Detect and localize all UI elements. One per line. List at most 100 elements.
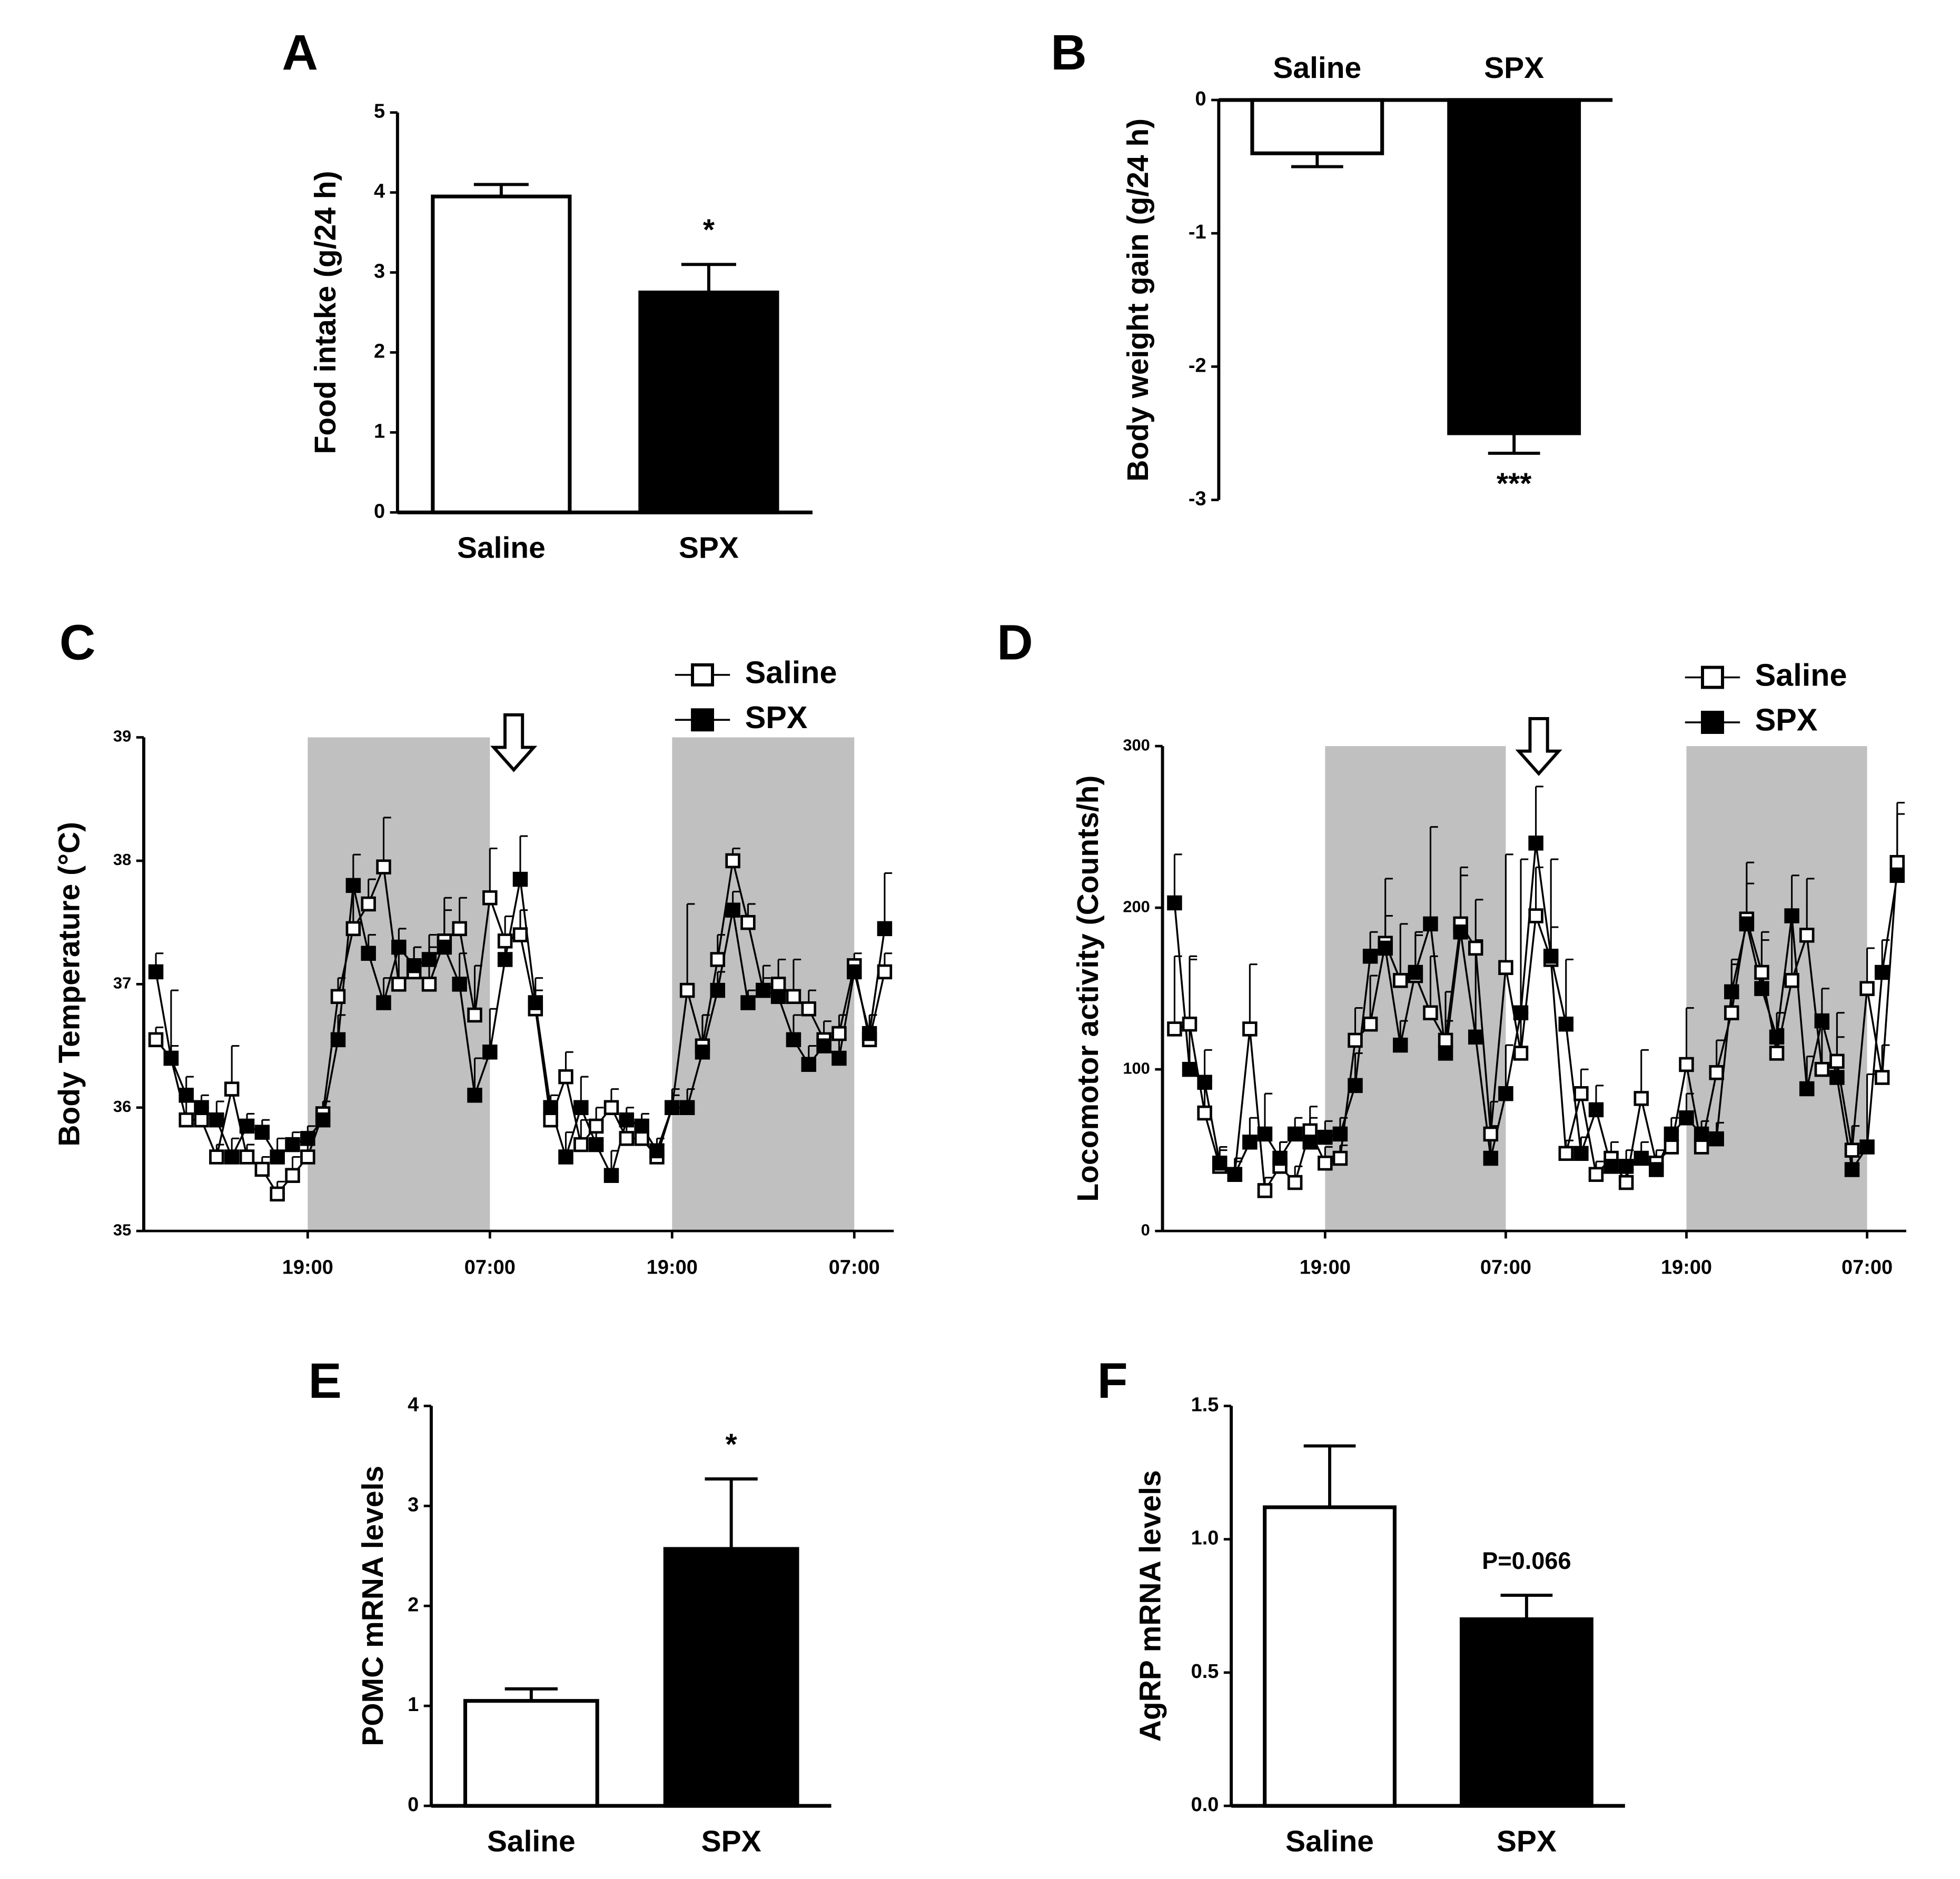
x-tick-label: 07:00 <box>829 1256 880 1278</box>
marker <box>1874 1070 1890 1085</box>
marker <box>361 896 376 912</box>
marker <box>1634 1091 1649 1106</box>
marker <box>1724 984 1739 1000</box>
bar <box>431 194 572 514</box>
marker <box>163 1050 179 1066</box>
marker <box>1182 1061 1197 1077</box>
marker <box>391 939 407 955</box>
y-tick-label: 1 <box>374 420 385 442</box>
marker <box>1287 1175 1303 1190</box>
y-axis-label: POMC mRNA levels <box>356 1466 390 1746</box>
legend-label: SPX <box>745 700 808 735</box>
marker <box>1694 1139 1709 1155</box>
y-axis-label: AgRP mRNA levels <box>1134 1470 1167 1742</box>
y-tick-label: 3 <box>374 261 385 283</box>
marker <box>847 964 862 980</box>
marker <box>877 921 893 937</box>
marker <box>1874 965 1890 980</box>
category-label: Saline <box>487 1824 576 1858</box>
marker <box>1362 949 1378 964</box>
x-tick-label: 07:00 <box>464 1256 516 1278</box>
marker <box>573 1100 589 1116</box>
bar <box>638 290 779 514</box>
marker <box>1754 965 1769 980</box>
marker <box>1769 1029 1785 1045</box>
marker <box>710 952 726 967</box>
annotation: P=0.066 <box>1482 1547 1571 1574</box>
marker <box>1618 1159 1634 1174</box>
x-tick-label: 07:00 <box>1480 1256 1531 1278</box>
y-tick-label: -2 <box>1189 354 1206 376</box>
category-label: Saline <box>1273 51 1361 85</box>
marker <box>1859 981 1875 996</box>
marker <box>543 1112 558 1128</box>
marker <box>194 1100 209 1116</box>
marker <box>1694 1126 1709 1142</box>
marker <box>740 914 756 930</box>
marker <box>770 989 786 1005</box>
y-tick-label: 100 <box>1123 1059 1150 1077</box>
y-axis-label: Body weight gain (g/24 h) <box>1121 118 1155 482</box>
y-tick-label: 2 <box>408 1594 419 1616</box>
panel-letter: C <box>60 614 96 670</box>
arrow <box>490 713 538 772</box>
bar <box>463 1699 599 1808</box>
marker <box>345 878 361 893</box>
marker <box>603 1168 619 1183</box>
bar <box>663 1547 799 1808</box>
marker <box>179 1088 194 1103</box>
marker <box>1468 940 1483 956</box>
marker <box>1513 1046 1529 1061</box>
marker <box>1814 1061 1830 1077</box>
marker <box>1332 1126 1348 1142</box>
marker <box>1709 1131 1724 1147</box>
y-axis-label: Food intake (g/24 h) <box>309 171 342 454</box>
marker <box>1332 1150 1348 1166</box>
marker <box>786 989 801 1005</box>
marker <box>1423 1005 1438 1020</box>
marker <box>558 1069 573 1085</box>
marker <box>1799 928 1815 943</box>
marker <box>1453 924 1468 940</box>
annotation: *** <box>1497 467 1532 501</box>
marker <box>756 982 771 998</box>
panel-letter: B <box>1051 25 1087 81</box>
marker <box>603 1100 619 1116</box>
marker <box>1393 1037 1408 1053</box>
marker <box>740 995 756 1010</box>
marker <box>1814 1013 1830 1029</box>
panel-letter: A <box>282 25 318 81</box>
marker <box>665 1100 680 1116</box>
marker <box>528 995 543 1010</box>
marker <box>315 1112 331 1128</box>
marker <box>1528 908 1543 923</box>
x-tick-label: 19:00 <box>282 1256 333 1278</box>
marker <box>1618 1175 1634 1190</box>
marker <box>1318 1129 1333 1145</box>
marker <box>619 1131 635 1146</box>
marker <box>482 890 498 906</box>
category-label: SPX <box>679 531 739 565</box>
y-tick-label: 0 <box>374 500 385 522</box>
marker <box>1197 1105 1212 1121</box>
marker <box>1348 1078 1363 1093</box>
marker <box>1573 1146 1589 1161</box>
bar <box>1447 98 1581 435</box>
marker <box>437 939 452 955</box>
category-label: Saline <box>457 531 546 565</box>
y-tick-label: 0 <box>408 1794 419 1816</box>
panel-letter: D <box>997 614 1033 670</box>
marker <box>649 1143 665 1159</box>
marker <box>770 977 786 992</box>
marker <box>725 902 740 918</box>
marker <box>482 1045 498 1060</box>
y-tick-label: 3 <box>408 1494 419 1516</box>
marker <box>1438 1032 1453 1048</box>
marker <box>1423 916 1438 932</box>
marker <box>1829 1070 1845 1085</box>
marker <box>588 1118 604 1134</box>
marker <box>300 1149 315 1165</box>
marker <box>1242 1135 1258 1150</box>
marker <box>1784 973 1799 988</box>
